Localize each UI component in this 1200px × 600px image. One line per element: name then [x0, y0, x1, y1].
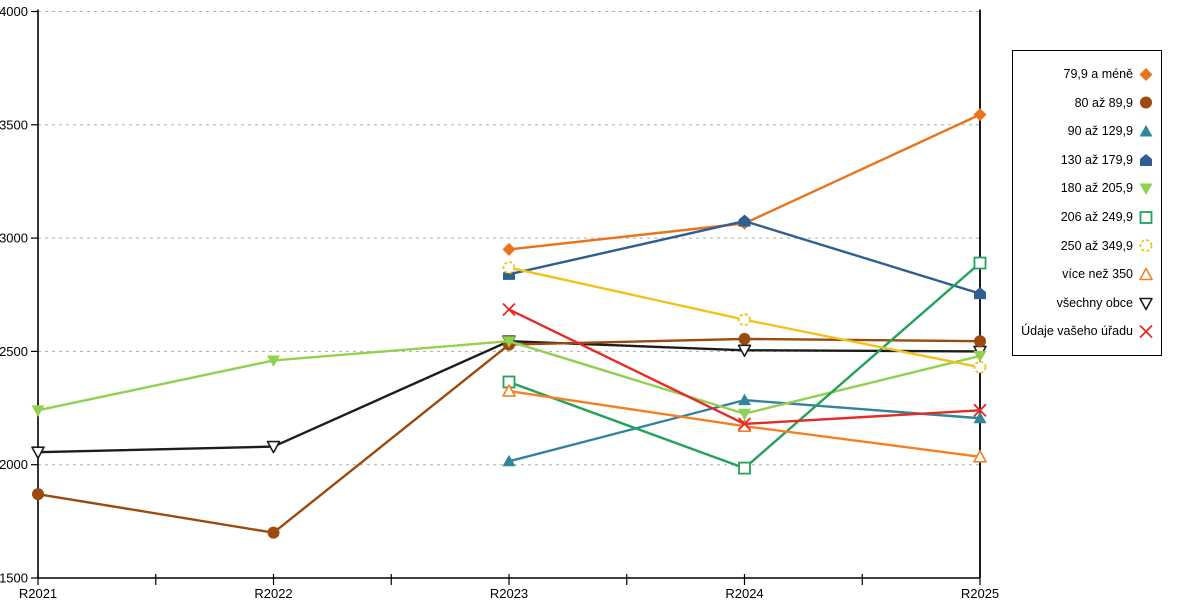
legend-label: Údaje vašeho úřadu — [1021, 324, 1133, 339]
square-open-icon — [1139, 210, 1153, 224]
series-5 — [502, 256, 987, 475]
circle-open-dashed-icon — [1139, 239, 1153, 253]
x-axis: R2021 R2022 R2023 R2024 R2025 — [19, 574, 999, 600]
legend-label: 130 až 179,9 — [1060, 152, 1133, 167]
diamond-icon — [1139, 67, 1153, 81]
triangle-up-icon — [1139, 124, 1153, 137]
y-tick-label: 3500 — [0, 117, 28, 132]
y-tick-label: 2000 — [0, 457, 28, 472]
series-4 — [31, 336, 987, 421]
legend-item-3: 130 až 179,9 — [1018, 146, 1154, 175]
legend-label: 90 až 129,9 — [1067, 124, 1133, 139]
triangle-down-open-icon — [1139, 297, 1153, 310]
pentagon-icon — [1140, 153, 1152, 166]
x-tick-label: R2025 — [961, 586, 999, 600]
x-tick-label: R2022 — [254, 586, 292, 600]
y-tick-label: 1500 — [0, 571, 28, 586]
series-9 — [502, 302, 987, 431]
x-tick-label: R2024 — [725, 586, 763, 600]
y-tick-label: 4000 — [0, 4, 28, 19]
legend-item-7: více než 350 — [1018, 260, 1154, 289]
legend-label: 250 až 349,9 — [1060, 238, 1133, 253]
series-7 — [502, 384, 987, 463]
legend-item-6: 250 až 349,9 — [1018, 232, 1154, 261]
y-axis: 1500 2000 2500 3000 3500 4000 — [0, 4, 39, 586]
legend-item-4: 180 až 205,9 — [1018, 174, 1154, 203]
series-6 — [502, 261, 987, 374]
circle-icon — [1140, 96, 1152, 109]
series-0 — [502, 108, 987, 256]
legend-label: více než 350 — [1062, 267, 1133, 282]
legend: 79,9 a méně 80 až 89,9 90 až 129,9 130 až 1… — [1012, 50, 1162, 356]
triangle-down-icon — [1139, 183, 1153, 196]
legend-item-1: 80 až 89,9 — [1018, 89, 1154, 118]
y-tick-label: 3000 — [0, 231, 28, 246]
legend-label: 206 až 249,9 — [1060, 210, 1133, 225]
legend-item-5: 206 až 249,9 — [1018, 203, 1154, 232]
x-icon — [1139, 325, 1153, 339]
legend-item-9: Údaje vašeho úřadu — [1018, 317, 1154, 346]
legend-item-8: všechny obce — [1018, 289, 1154, 318]
legend-item-2: 90 až 129,9 — [1018, 117, 1154, 146]
legend-label: 180 až 205,9 — [1060, 181, 1133, 196]
x-tick-label: R2021 — [19, 586, 57, 600]
legend-item-0: 79,9 a méně — [1018, 60, 1154, 89]
legend-label: 80 až 89,9 — [1074, 95, 1133, 110]
legend-label: všechny obce — [1056, 295, 1133, 310]
y-tick-label: 2500 — [0, 344, 28, 359]
triangle-up-open-icon — [1139, 267, 1153, 281]
series-2 — [502, 393, 987, 467]
legend-label: 79,9 a méně — [1063, 67, 1134, 82]
series-1 — [32, 332, 986, 539]
x-tick-label: R2023 — [490, 586, 528, 600]
